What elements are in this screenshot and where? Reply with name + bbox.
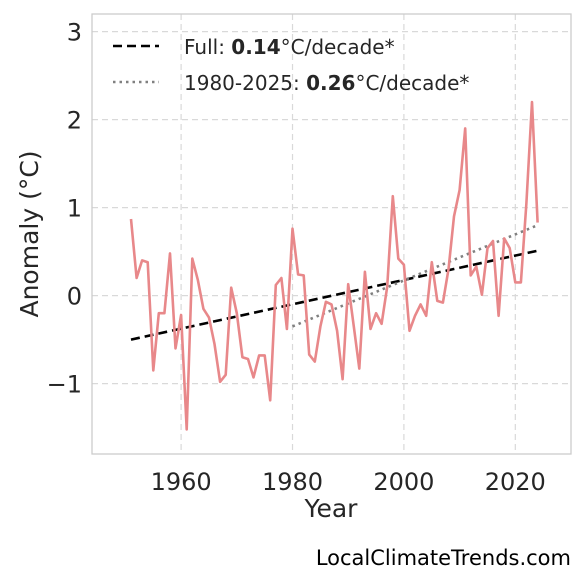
x-tick-labels: 1960 1980 2000 2020 <box>151 468 546 496</box>
legend-recent-suffix: °C/decade* <box>355 71 469 95</box>
x-axis-title: Year <box>304 494 359 523</box>
y-tick-label: −1 <box>47 371 82 399</box>
y-tick-label: 2 <box>67 107 82 135</box>
legend-label-recent: 1980-2025: 0.26°C/decade* <box>184 71 469 95</box>
y-axis-title: Anomaly (°C) <box>15 150 44 317</box>
x-tick-label: 2000 <box>373 468 434 496</box>
legend-recent-prefix: 1980-2025: <box>184 71 306 95</box>
plot-frame <box>91 13 572 455</box>
site-credit: LocalClimateTrends.com <box>315 546 571 570</box>
series-line-anomaly <box>129 100 539 431</box>
y-tick-labels: −1 0 1 2 3 <box>47 19 82 399</box>
legend: Full: 0.14°C/decade* 1980-2025: 0.26°C/d… <box>113 35 469 95</box>
legend-full-value: 0.14 <box>231 35 280 59</box>
plot-background <box>92 14 571 454</box>
legend-full-suffix: °C/decade* <box>281 35 395 59</box>
x-tick-label: 1960 <box>151 468 212 496</box>
legend-recent-value: 0.26 <box>306 71 355 95</box>
x-tick-label: 2020 <box>485 468 546 496</box>
y-tick-label: 3 <box>67 19 82 47</box>
y-tick-label: 1 <box>67 195 82 223</box>
legend-full-prefix: Full: <box>184 35 231 59</box>
y-tick-label: 0 <box>67 283 82 311</box>
x-tick-label: 1980 <box>262 468 323 496</box>
legend-label-full: Full: 0.14°C/decade* <box>184 35 395 59</box>
